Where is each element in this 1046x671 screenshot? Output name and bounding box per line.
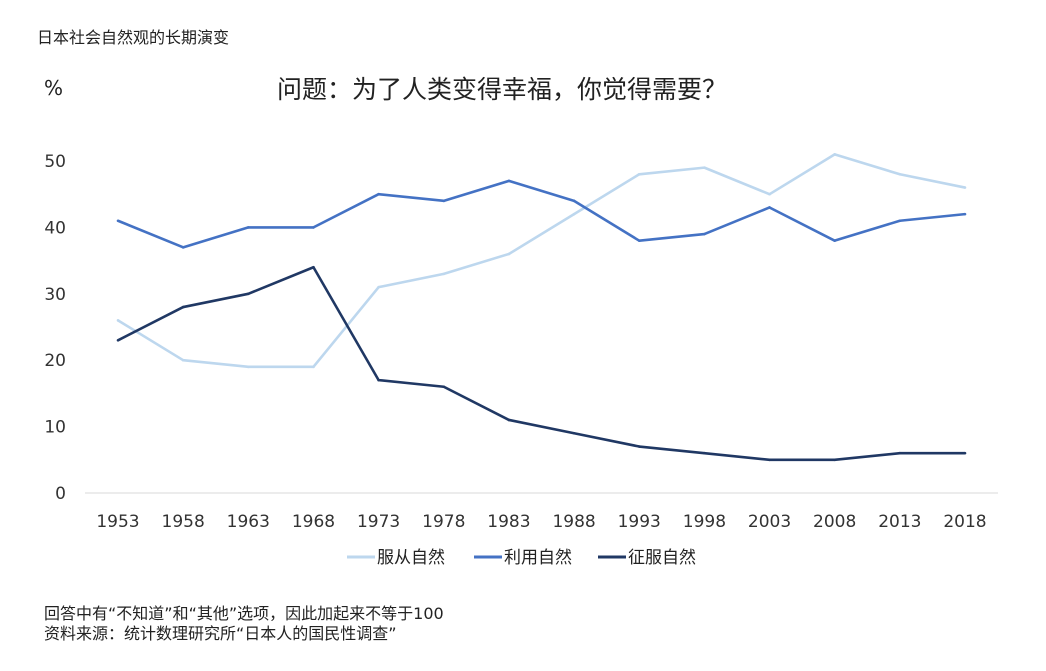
x-tick-label: 1973 (357, 512, 400, 532)
data-point (637, 239, 641, 242)
x-tick-label: 1988 (552, 512, 595, 532)
data-point (768, 206, 771, 209)
x-tick-label: 2008 (813, 512, 856, 532)
data-point (768, 192, 771, 196)
x-tick-label: 1968 (292, 512, 335, 532)
data-point (768, 458, 771, 462)
data-point (442, 272, 446, 276)
y-tick-label: 20 (44, 351, 66, 371)
x-tick-label: 1998 (683, 512, 726, 532)
data-point (312, 265, 315, 269)
data-point (703, 166, 706, 169)
data-point (572, 212, 576, 216)
data-point (181, 246, 185, 249)
data-point (312, 365, 315, 369)
x-tick-label: 2018 (943, 512, 986, 532)
series-line-3 (117, 265, 965, 462)
data-point (572, 431, 576, 435)
data-point (247, 292, 250, 296)
data-point (442, 199, 446, 203)
data-point (181, 305, 185, 309)
page-heading: 日本社会自然观的长期演变 (37, 28, 230, 47)
data-point (247, 365, 250, 369)
data-point (377, 378, 380, 382)
data-point (833, 458, 836, 462)
x-tick-label: 1958 (162, 512, 205, 532)
x-tick-label: 2013 (878, 512, 921, 532)
y-tick-label: 10 (44, 418, 66, 438)
data-point (703, 451, 706, 455)
y-tick-label: 50 (44, 152, 66, 172)
data-point (833, 239, 836, 242)
data-point (377, 192, 380, 196)
data-point (637, 445, 641, 448)
data-point (507, 418, 511, 422)
data-point (963, 186, 967, 189)
data-point (116, 338, 120, 342)
legend-label: 征服自然 (628, 548, 696, 568)
data-point (181, 358, 185, 362)
series-line-2 (117, 179, 966, 249)
series-line-1 (117, 153, 966, 369)
data-point (572, 199, 576, 203)
chart-title: 问题：为了人类变得幸福，你觉得需要？ (277, 75, 728, 104)
data-point (312, 226, 315, 229)
data-point (116, 219, 120, 223)
legend-label: 利用自然 (504, 548, 572, 568)
x-tick-label: 1978 (422, 512, 465, 532)
x-tick-label: 1953 (96, 512, 139, 532)
data-point (507, 179, 511, 183)
data-point (703, 232, 706, 236)
y-axis-label: % (44, 76, 64, 100)
data-point (898, 219, 902, 223)
data-point (898, 172, 902, 176)
y-tick-label: 40 (44, 218, 66, 238)
data-point (833, 153, 836, 156)
data-point (116, 319, 120, 322)
footnote-note: 回答中有“不知道”和“其他”选项，因此加起来不等于100 (44, 604, 444, 623)
footnotes: 回答中有“不知道”和“其他”选项，因此加起来不等于100 资料来源：统计数理研究… (44, 604, 444, 644)
data-point (898, 451, 902, 455)
x-tick-label: 2003 (748, 512, 791, 532)
data-point (442, 385, 446, 389)
x-tick-label: 1993 (618, 512, 661, 532)
data-point (963, 451, 967, 455)
x-tick-label: 1983 (487, 512, 530, 532)
footnote-source: 资料来源：统计数理研究所“日本人的国民性调查” (44, 624, 397, 643)
data-point (377, 285, 380, 289)
y-tick-label: 30 (44, 285, 66, 305)
legend-label: 服从自然 (377, 548, 445, 568)
data-point (507, 252, 511, 256)
data-point (247, 226, 250, 229)
data-point (963, 212, 967, 216)
y-tick-label: 0 (55, 484, 66, 504)
data-point (637, 172, 641, 176)
x-tick-label: 1963 (227, 512, 270, 532)
